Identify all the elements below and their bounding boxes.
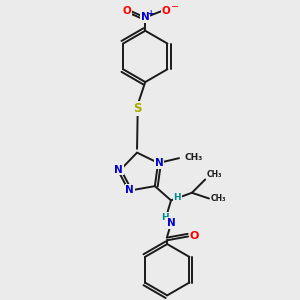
Text: H: H bbox=[173, 193, 181, 202]
Text: CH₃: CH₃ bbox=[211, 194, 226, 203]
Text: S: S bbox=[134, 102, 142, 115]
Text: N: N bbox=[155, 158, 164, 168]
Text: N: N bbox=[167, 218, 176, 228]
Text: N: N bbox=[141, 13, 150, 22]
Text: N: N bbox=[115, 164, 123, 175]
Text: O: O bbox=[123, 6, 132, 16]
Text: N: N bbox=[125, 185, 134, 195]
Text: CH₃: CH₃ bbox=[206, 169, 222, 178]
Text: O: O bbox=[190, 232, 199, 242]
Text: O: O bbox=[162, 6, 170, 16]
Text: CH₃: CH₃ bbox=[185, 153, 203, 162]
Text: H: H bbox=[161, 213, 169, 222]
Text: +: + bbox=[147, 9, 154, 18]
Text: −: − bbox=[171, 2, 179, 12]
